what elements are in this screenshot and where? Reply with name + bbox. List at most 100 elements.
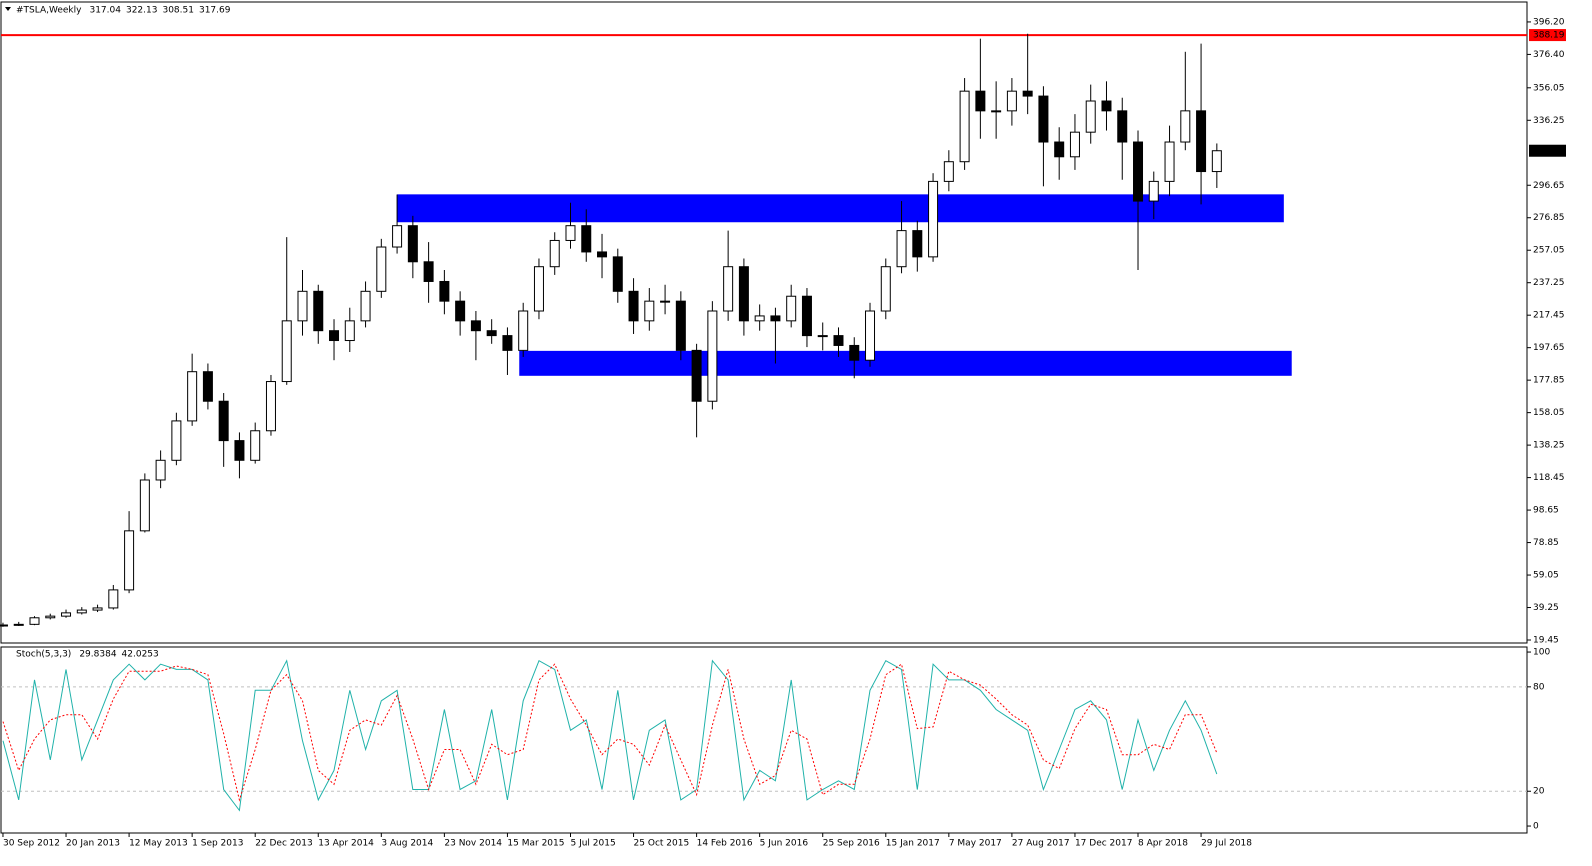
candle-body xyxy=(817,335,828,338)
zone xyxy=(519,350,1292,376)
candle-body xyxy=(13,623,24,626)
candle-body xyxy=(1006,90,1017,112)
candle-body xyxy=(92,607,103,611)
candle-body xyxy=(108,589,119,609)
candle-body xyxy=(155,459,166,481)
candle-body xyxy=(360,290,371,322)
x-tick-label: 12 May 2013 xyxy=(129,839,188,849)
candle-body xyxy=(912,230,923,258)
x-tick-label: 30 Sep 2012 xyxy=(3,839,60,849)
candle-body xyxy=(250,430,261,461)
candle-body xyxy=(660,300,671,303)
candle-body xyxy=(581,225,592,253)
y-tick-label: 276.85 xyxy=(1533,213,1565,223)
x-tick-label: 8 Apr 2018 xyxy=(1138,839,1188,849)
candle-body xyxy=(297,290,308,322)
candle-body xyxy=(849,344,860,361)
candle-body xyxy=(139,479,150,532)
candle-body xyxy=(1101,100,1112,112)
x-tick-label: 29 Jul 2018 xyxy=(1201,839,1252,849)
candle-body xyxy=(880,266,891,312)
candle-body xyxy=(61,612,72,617)
stoch-line xyxy=(2,663,1218,802)
candle-body xyxy=(281,320,292,383)
candle-body xyxy=(612,256,623,292)
menu-icon xyxy=(5,7,11,11)
candle-body xyxy=(329,330,340,342)
candle-body xyxy=(486,330,497,337)
candle-body xyxy=(943,161,954,182)
x-tick-label: 13 Apr 2014 xyxy=(318,839,374,849)
candle-body xyxy=(265,381,276,432)
y-tick-label: 237.25 xyxy=(1533,278,1565,288)
header-value: 29.8384 xyxy=(79,650,116,660)
x-tick-label: 20 Jan 2013 xyxy=(66,839,120,849)
candle-body xyxy=(959,90,970,163)
candle-body xyxy=(470,320,481,332)
x-tick-label: 22 Dec 2013 xyxy=(255,839,313,849)
x-tick-label: 25 Sep 2016 xyxy=(823,839,880,849)
candle-body xyxy=(0,624,8,627)
candle-body xyxy=(691,349,702,402)
price-tag xyxy=(1529,29,1566,42)
y-tick-label: 19.45 xyxy=(1533,636,1559,646)
stoch-frame xyxy=(0,646,1528,834)
candle-body xyxy=(376,246,387,292)
candle-body xyxy=(533,266,544,312)
candle-body xyxy=(187,371,198,422)
candle-body xyxy=(1117,110,1128,143)
y-tick-label: 100 xyxy=(1533,648,1550,658)
candle-body xyxy=(439,280,450,302)
y-tick-label: 356.05 xyxy=(1533,83,1565,93)
candle-body xyxy=(313,290,324,332)
candle-body xyxy=(723,266,734,312)
candle-body xyxy=(991,110,1002,113)
price-tag-label: 388.19 xyxy=(1533,31,1565,41)
candle-body xyxy=(29,617,40,625)
candle-body xyxy=(171,420,182,461)
y-tick-label: 257.05 xyxy=(1533,246,1565,256)
price-frame xyxy=(0,1,1528,644)
header-value: 317.69 xyxy=(199,6,231,16)
candle-body xyxy=(1211,150,1222,173)
header-value: 42.0253 xyxy=(122,650,159,660)
y-tick-label: 0 xyxy=(1533,822,1539,832)
x-tick-label: 15 Mar 2015 xyxy=(507,839,564,849)
candle-body xyxy=(45,615,56,619)
y-tick-label: 80 xyxy=(1533,682,1545,692)
candle-body xyxy=(549,239,560,268)
candle-body xyxy=(234,440,245,461)
y-tick-label: 39.25 xyxy=(1533,603,1559,613)
header-value: 317.04 xyxy=(89,6,121,16)
candle-body xyxy=(344,320,355,342)
y-tick-label: 59.05 xyxy=(1533,571,1559,581)
candle-body xyxy=(628,290,639,322)
y-tick-label: 138.25 xyxy=(1533,441,1565,451)
candle-body xyxy=(896,230,907,268)
candle-body xyxy=(1085,100,1096,133)
y-tick-label: 396.20 xyxy=(1533,17,1565,27)
x-tick-label: 17 Dec 2017 xyxy=(1075,839,1133,849)
candle-body xyxy=(502,335,513,351)
x-tick-label: 15 Jan 2017 xyxy=(886,839,940,849)
y-tick-label: 158.05 xyxy=(1533,408,1565,418)
candle-body xyxy=(218,400,229,442)
candle-body xyxy=(738,266,749,322)
candle-body xyxy=(754,315,765,322)
candle-body xyxy=(76,609,87,614)
candle-body xyxy=(518,310,529,351)
y-tick-label: 98.65 xyxy=(1533,506,1559,516)
candle-body xyxy=(801,295,812,337)
candle-body xyxy=(975,90,986,112)
y-tick-label: 336.25 xyxy=(1533,116,1565,126)
candle-body xyxy=(786,295,797,322)
candle-body xyxy=(124,530,135,591)
candle-body xyxy=(928,180,939,258)
indicator-title: #TSLA,Weekly xyxy=(16,6,82,16)
candle-body xyxy=(675,300,686,351)
candle-body xyxy=(1022,90,1033,97)
candle-body xyxy=(644,300,655,322)
candle-body xyxy=(565,225,576,241)
candle-body xyxy=(407,225,418,263)
y-tick-label: 78.85 xyxy=(1533,538,1559,548)
